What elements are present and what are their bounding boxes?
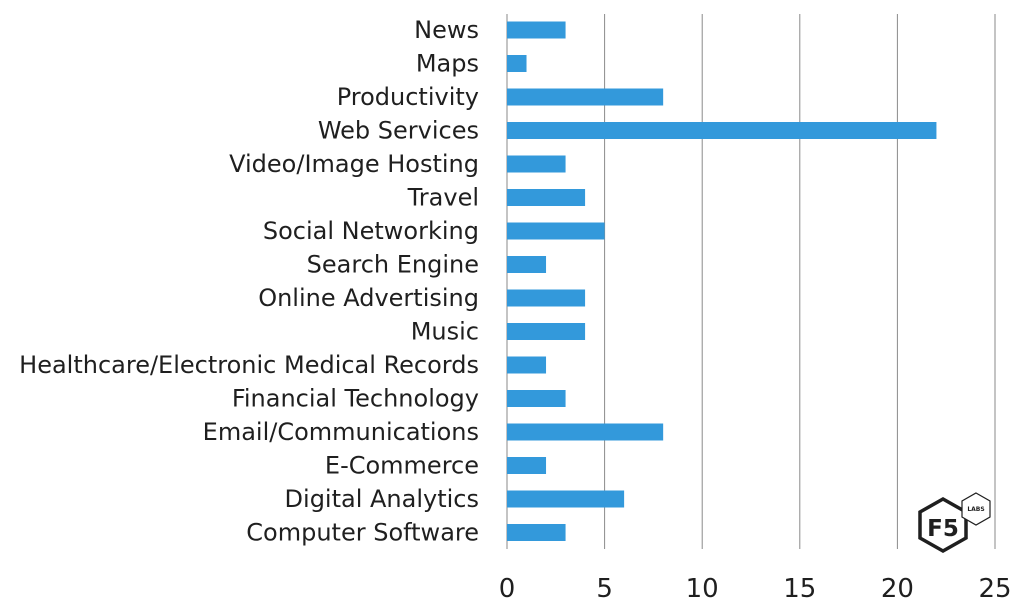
category-label: E-Commerce bbox=[325, 452, 479, 480]
bar-digital-analytics bbox=[507, 490, 625, 508]
category-label: News bbox=[414, 16, 479, 44]
bar-travel bbox=[507, 189, 586, 206]
x-axis-tick-labels: 0 5 10 15 20 25 bbox=[499, 574, 1012, 604]
bar-computer-software bbox=[507, 524, 566, 541]
category-label: Video/Image Hosting bbox=[229, 150, 479, 178]
category-label: Healthcare/Electronic Medical Records bbox=[19, 351, 479, 379]
f5-labs-logo: F5 LABS bbox=[918, 492, 991, 554]
bar-e-commerce bbox=[507, 457, 547, 474]
bar-news bbox=[507, 21, 566, 39]
logo-badge-text: LABS bbox=[967, 506, 984, 513]
x-tick-label: 10 bbox=[686, 574, 719, 604]
bar-email-communications bbox=[507, 423, 664, 441]
bar-productivity bbox=[507, 88, 664, 106]
category-labels: News Maps Productivity Web Services Video/Im… bbox=[19, 16, 479, 547]
category-label: Social Networking bbox=[263, 217, 479, 245]
category-label: Email/Communications bbox=[203, 418, 479, 446]
bar-music bbox=[507, 323, 586, 340]
x-tick-label: 15 bbox=[783, 574, 816, 604]
bar-maps bbox=[507, 55, 527, 72]
logo-main-text: F5 bbox=[927, 516, 959, 542]
category-label: Computer Software bbox=[246, 519, 479, 547]
category-label: Search Engine bbox=[307, 251, 479, 279]
category-label: Digital Analytics bbox=[285, 485, 479, 513]
bar-healthcare-electronic-medical-records bbox=[507, 356, 547, 374]
category-label: Music bbox=[411, 318, 479, 346]
bar-online-advertising bbox=[507, 289, 586, 307]
x-tick-label: 20 bbox=[881, 574, 914, 604]
category-label: Travel bbox=[407, 184, 479, 212]
bar-search-engine bbox=[507, 256, 547, 273]
category-label: Productivity bbox=[337, 83, 479, 111]
category-label: Financial Technology bbox=[232, 385, 479, 413]
bars bbox=[507, 21, 937, 541]
x-tick-label: 5 bbox=[596, 574, 613, 604]
category-label: Online Advertising bbox=[258, 284, 479, 312]
x-tick-label: 0 bbox=[499, 574, 516, 604]
bar-video-image-hosting bbox=[507, 155, 566, 173]
logo-badge-hexagon bbox=[961, 492, 991, 526]
bar-financial-technology bbox=[507, 390, 566, 407]
category-label: Web Services bbox=[318, 117, 479, 145]
bar-web-services bbox=[507, 122, 937, 139]
category-label: Maps bbox=[416, 50, 479, 78]
x-tick-label: 25 bbox=[978, 574, 1011, 604]
bar-social-networking bbox=[507, 222, 605, 240]
